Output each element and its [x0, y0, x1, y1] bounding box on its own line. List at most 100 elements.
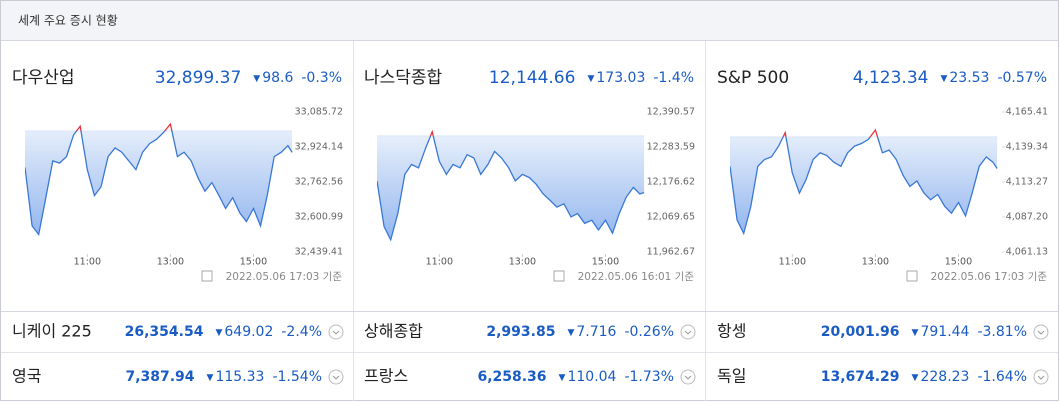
- quote: 4,123.34 ▼ 23.53 -0.57%: [853, 68, 1047, 88]
- change: 23.53: [949, 70, 989, 86]
- change-pct: -1.54%: [272, 369, 322, 385]
- change: 7.716: [576, 324, 616, 340]
- y-tick-label: 12,390.57: [647, 107, 695, 118]
- header-title: 세계 주요 증시 현황: [18, 14, 118, 28]
- down-arrow: ▼: [912, 373, 919, 383]
- more-button: [328, 369, 344, 385]
- quote: 13,674.29 ▼ 228.23 -1.64%: [821, 369, 1027, 385]
- price: 26,354.54: [125, 324, 204, 340]
- line: [730, 136, 998, 236]
- x-tick-label: 13:00: [862, 257, 889, 268]
- price: 6,258.36: [477, 369, 546, 385]
- more-chevron: [684, 330, 692, 335]
- change: 98.6: [262, 70, 293, 86]
- change: 791.44: [920, 324, 969, 340]
- header-bar: [1, 1, 1058, 40]
- price: 32,899.37: [155, 68, 242, 88]
- calendar-icon: [553, 270, 565, 282]
- down-arrow: ▼: [253, 74, 260, 84]
- change-pct: -1.4%: [653, 70, 694, 86]
- quote: 2,993.85 ▼ 7.716 -0.26%: [486, 324, 674, 340]
- y-tick-label: 4,139.34: [1006, 142, 1048, 153]
- more-chevron: [684, 375, 692, 380]
- price: 2,993.85: [486, 324, 555, 340]
- y-tick-label: 32,600.99: [295, 211, 343, 222]
- timestamp: 2022.05.06 17:03 기준: [226, 271, 343, 283]
- market-name: 프랑스: [364, 367, 408, 386]
- down-arrow: ▼: [940, 74, 947, 84]
- change-pct: -1.73%: [624, 369, 674, 385]
- area: [377, 135, 645, 240]
- change-pct: -1.64%: [977, 369, 1027, 385]
- change: 228.23: [920, 369, 969, 385]
- down-arrow: ▼: [912, 328, 919, 338]
- line: [377, 135, 645, 242]
- more-button: [328, 324, 344, 340]
- market-name: 항셍: [717, 322, 746, 341]
- down-arrow: ▼: [567, 328, 574, 338]
- area: [25, 131, 293, 235]
- change: 115.33: [215, 369, 264, 385]
- quote: 7,387.94 ▼ 115.33 -1.54%: [125, 369, 322, 385]
- y-tick-label: 11,962.67: [647, 247, 695, 258]
- market-name: 독일: [717, 367, 746, 386]
- market-name: 상해종합: [364, 322, 423, 341]
- y-tick-label: 4,061.13: [1006, 247, 1048, 258]
- change: 173.03: [596, 70, 645, 86]
- y-tick-label: 4,113.27: [1006, 177, 1048, 188]
- y-tick-label: 12,176.62: [647, 177, 695, 188]
- change-pct: -3.81%: [977, 324, 1027, 340]
- y-tick-label: 4,087.20: [1006, 212, 1048, 223]
- market-name: 니케이 225: [12, 322, 92, 341]
- quote: 32,899.37 ▼ 98.6 -0.3%: [155, 68, 342, 88]
- y-tick-label: 32,924.14: [295, 142, 343, 153]
- x-tick-label: 13:00: [509, 257, 536, 268]
- down-arrow: ▼: [587, 74, 594, 84]
- index-name: S&P 500: [717, 68, 789, 88]
- line: [25, 131, 293, 237]
- quote: 6,258.36 ▼ 110.04 -1.73%: [477, 369, 674, 385]
- change-pct: -0.57%: [997, 70, 1047, 86]
- more-button: [1033, 324, 1049, 340]
- x-tick-label: 13:00: [157, 257, 184, 268]
- x-tick-label: 11:00: [74, 257, 101, 268]
- market-name: 영국: [12, 367, 41, 386]
- y-tick-label: 4,165.41: [1006, 107, 1048, 118]
- more-button: [680, 324, 696, 340]
- down-arrow: ▼: [559, 373, 566, 383]
- down-arrow: ▼: [215, 328, 222, 338]
- y-tick-label: 12,283.59: [647, 142, 695, 153]
- price: 7,387.94: [125, 369, 194, 385]
- down-arrow: ▼: [207, 373, 214, 383]
- y-tick-label: 32,439.41: [295, 247, 343, 258]
- area: [730, 136, 998, 234]
- more-button: [680, 369, 696, 385]
- calendar-icon: [201, 270, 213, 282]
- y-tick-label: 12,069.65: [647, 211, 695, 222]
- index-name: 나스닥종합: [364, 68, 443, 88]
- change-pct: -0.26%: [624, 324, 674, 340]
- x-tick-label: 15:00: [592, 257, 619, 268]
- more-chevron: [332, 375, 340, 380]
- more-chevron: [1037, 330, 1045, 335]
- timestamp: 2022.05.06 17:03 기준: [931, 271, 1048, 283]
- more-button: [1033, 369, 1049, 385]
- price: 13,674.29: [821, 369, 900, 385]
- x-tick-label: 15:00: [945, 257, 972, 268]
- timestamp: 2022.05.06 16:01 기준: [578, 271, 695, 283]
- x-tick-label: 11:00: [779, 257, 806, 268]
- change: 110.04: [567, 369, 616, 385]
- change-pct: -0.3%: [301, 70, 342, 86]
- quote: 12,144.66 ▼ 173.03 -1.4%: [489, 68, 694, 88]
- change: 649.02: [224, 324, 273, 340]
- calendar-icon: [906, 270, 918, 282]
- y-tick-label: 33,085.72: [295, 107, 343, 118]
- quote: 26,354.54 ▼ 649.02 -2.4%: [125, 324, 322, 340]
- y-tick-label: 32,762.56: [295, 177, 343, 188]
- more-chevron: [332, 330, 340, 335]
- quote: 20,001.96 ▼ 791.44 -3.81%: [821, 324, 1027, 340]
- change-pct: -2.4%: [281, 324, 322, 340]
